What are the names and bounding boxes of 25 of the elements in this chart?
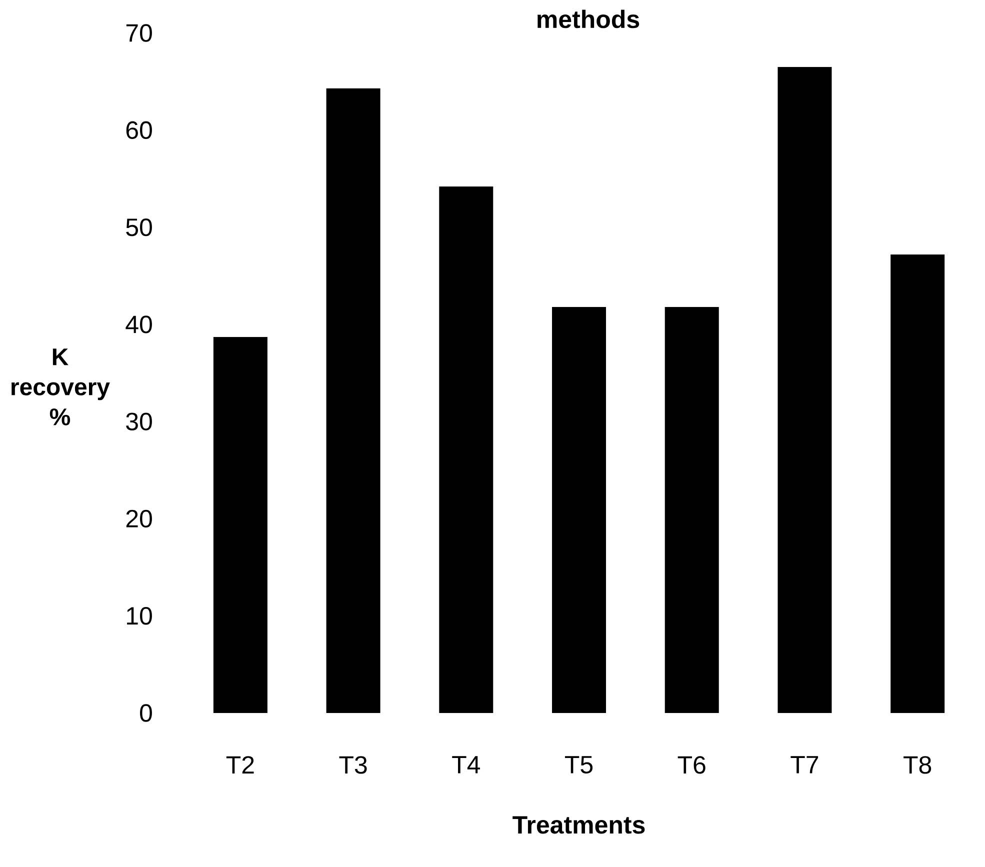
bar bbox=[552, 306, 606, 713]
x-tick-label: T5 bbox=[564, 756, 593, 774]
y-tick-label: 60 bbox=[126, 121, 152, 139]
x-tick-label: T6 bbox=[678, 756, 706, 774]
y-tick-label: 0 bbox=[140, 704, 152, 722]
x-tick-label: T2 bbox=[226, 756, 254, 774]
bar bbox=[213, 337, 268, 713]
bar bbox=[664, 306, 719, 713]
y-tick-label: 50 bbox=[126, 218, 152, 236]
bar bbox=[778, 67, 832, 713]
x-tick-label: T4 bbox=[452, 756, 480, 774]
x-tick-label: T7 bbox=[790, 756, 818, 774]
y-axis-title: K recovery % bbox=[12, 348, 110, 426]
x-tick-label: T3 bbox=[339, 756, 367, 774]
y-tick-label: 40 bbox=[126, 316, 152, 334]
y-tick-label: 30 bbox=[126, 412, 152, 430]
y-tick-label: 10 bbox=[127, 607, 152, 625]
chart-title: methods bbox=[538, 10, 640, 28]
bar bbox=[890, 254, 945, 713]
bar bbox=[439, 186, 494, 713]
y-tick-label: 70 bbox=[126, 24, 152, 42]
x-axis-title: Treatments bbox=[512, 816, 645, 834]
y-tick-label: 20 bbox=[126, 510, 152, 528]
x-tick-label: T8 bbox=[904, 756, 932, 774]
bar bbox=[326, 88, 380, 713]
